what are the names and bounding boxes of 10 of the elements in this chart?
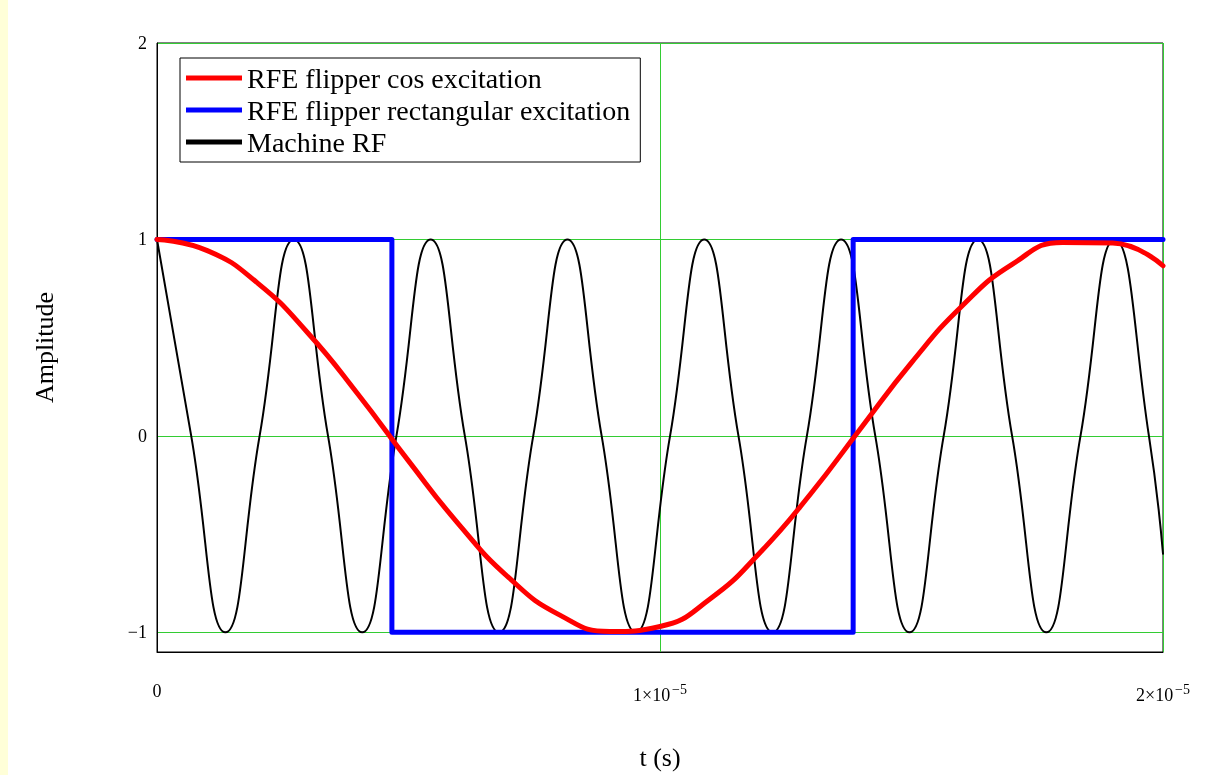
y-tick-label: 0 bbox=[138, 425, 147, 446]
y-tick-label: 2 bbox=[138, 33, 147, 53]
legend-label: Machine RF bbox=[247, 126, 387, 158]
legend-label: RFE flipper cos excitation bbox=[247, 62, 542, 94]
legend-label: RFE flipper rectangular excitation bbox=[247, 94, 631, 126]
y-axis-title: Amplitude bbox=[29, 291, 59, 404]
x-tick-label: 0 bbox=[152, 681, 162, 701]
y-tick-label: 1 bbox=[138, 229, 147, 250]
x-axis-title: t (s) bbox=[639, 742, 681, 772]
y-tick-label: −1 bbox=[127, 622, 147, 643]
